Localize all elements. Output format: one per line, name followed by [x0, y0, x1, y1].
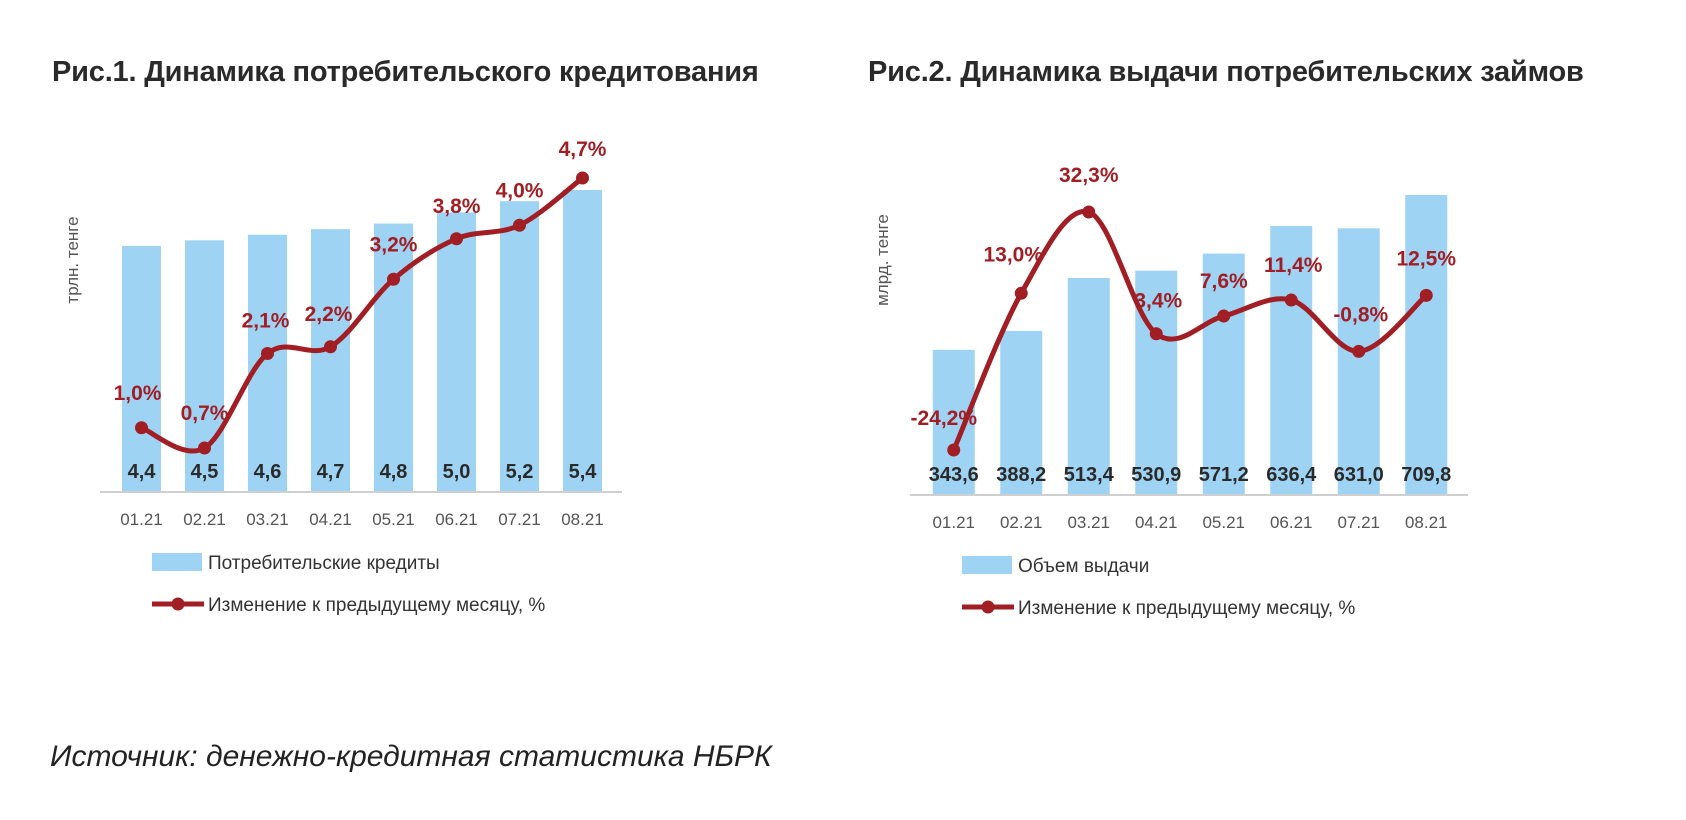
legend-bar-swatch: [152, 553, 202, 571]
change-value-label: 32,3%: [1059, 164, 1119, 187]
change-value-label: 2,1%: [242, 310, 290, 333]
bar: [563, 190, 602, 492]
x-tick-label: 03.21: [1067, 513, 1110, 532]
x-tick-label: 01.21: [932, 513, 975, 532]
figure-2-title: Рис.2. Динамика выдачи потребительских з…: [868, 56, 1584, 88]
change-point: [513, 218, 526, 232]
x-tick-label: 04.21: [309, 510, 352, 529]
bar-value-label: 5,2: [506, 461, 534, 483]
legend-line-marker: [981, 600, 995, 614]
bar-value-label: 571,2: [1199, 464, 1249, 486]
bar-value-label: 5,0: [443, 461, 471, 483]
legend-bar-swatch: [962, 556, 1012, 574]
change-value-label: 3,8%: [433, 195, 481, 218]
consumer-credit-chart: трлн. тенге 4,4 4,5 4,6 4,7 4,8 5,0 5,2 5,4 01.21…: [63, 138, 622, 616]
change-value-label: 3,2%: [370, 233, 418, 256]
x-tick-label: 06.21: [435, 510, 478, 529]
bar: [500, 201, 539, 492]
change-point: [198, 441, 211, 455]
change-value-label: 2,2%: [305, 303, 353, 326]
change-value-label: 13,0%: [983, 243, 1043, 266]
bar-value-label: 4,5: [191, 461, 219, 483]
bar: [1405, 195, 1448, 495]
change-value-label: 4,7%: [559, 138, 607, 161]
y-axis-label: млрд. тенге: [873, 214, 892, 306]
x-tick-label: 05.21: [1202, 513, 1245, 532]
x-tick-label: 05.21: [372, 510, 415, 529]
change-value-label: 3,4%: [1134, 290, 1182, 313]
change-point: [1149, 327, 1163, 341]
bar-value-label: 5,4: [569, 461, 598, 483]
x-tick-label: 02.21: [1000, 513, 1043, 532]
bar-value-label: 4,7: [317, 461, 345, 483]
x-tick-label: 07.21: [1337, 513, 1380, 532]
change-point: [1217, 309, 1231, 323]
bar: [311, 229, 350, 493]
legend-line-label: Изменение к предыдущему месяцу, %: [208, 595, 545, 616]
bar-value-label: 709,8: [1401, 464, 1451, 486]
bar: [1067, 278, 1110, 495]
x-tick-label: 04.21: [1135, 513, 1178, 532]
change-value-label: 0,7%: [181, 402, 229, 425]
change-point: [947, 443, 961, 457]
bar: [1000, 330, 1043, 495]
bar: [1270, 226, 1313, 495]
bar: [1135, 270, 1178, 495]
legend-bar-label: Объем выдачи: [1018, 556, 1149, 577]
change-point: [324, 340, 337, 354]
source-note: Источник: денежно-кредитная статистика Н…: [50, 740, 772, 773]
bar-value-label: 636,4: [1266, 464, 1317, 486]
change-point: [1082, 205, 1096, 219]
x-tick-label: 01.21: [120, 510, 163, 529]
legend-line-marker: [171, 597, 185, 611]
bar: [437, 212, 476, 492]
bar-value-label: 530,9: [1131, 464, 1181, 486]
change-point: [450, 232, 463, 246]
x-tick-label: 07.21: [498, 510, 541, 529]
bar-value-label: 631,0: [1334, 464, 1384, 486]
change-value-label: -0,8%: [1333, 303, 1388, 326]
change-line: [139, 175, 585, 454]
x-tick-label: 03.21: [246, 510, 289, 529]
bar: [932, 349, 975, 495]
bar-value-label: 388,2: [996, 464, 1046, 486]
legend-bar-label: Потребительские кредиты: [208, 553, 440, 574]
bar-value-label: 343,6: [929, 464, 979, 486]
y-axis-label: трлн. тенге: [63, 216, 82, 303]
change-value-label: 7,6%: [1200, 270, 1248, 293]
bar-value-label: 4,4: [128, 461, 157, 483]
bar-value-label: 513,4: [1064, 464, 1115, 486]
change-value-label: 4,0%: [496, 179, 544, 202]
consumer-loans-issuance-chart: млрд. тенге 343,6 388,2 513,4 530,9 571,2 636,…: [873, 164, 1468, 619]
change-value-label: 11,4%: [1264, 254, 1323, 277]
bar: [374, 223, 413, 493]
change-value-label: -24,2%: [910, 407, 977, 430]
change-point: [1284, 293, 1298, 307]
change-point: [1352, 344, 1366, 358]
bar: [248, 234, 287, 493]
change-value-label: 12,5%: [1396, 247, 1456, 270]
x-tick-label: 08.21: [1405, 513, 1448, 532]
x-tick-label: 06.21: [1270, 513, 1313, 532]
change-point: [135, 421, 148, 435]
bar: [1337, 228, 1380, 495]
change-point: [1419, 288, 1433, 302]
change-value-label: 1,0%: [114, 382, 162, 405]
change-point: [576, 171, 589, 185]
bar: [122, 245, 161, 492]
bar-value-label: 4,6: [254, 461, 282, 483]
legend-line-label: Изменение к предыдущему месяцу, %: [1018, 598, 1355, 619]
bar: [1202, 253, 1245, 495]
x-tick-label: 08.21: [561, 510, 604, 529]
x-tick-label: 02.21: [183, 510, 226, 529]
change-point: [1014, 286, 1028, 300]
bar-value-label: 4,8: [380, 461, 408, 483]
change-point: [387, 272, 400, 286]
change-point: [261, 347, 274, 360]
figure-1-title: Рис.1. Динамика потребительского кредито…: [52, 56, 759, 88]
